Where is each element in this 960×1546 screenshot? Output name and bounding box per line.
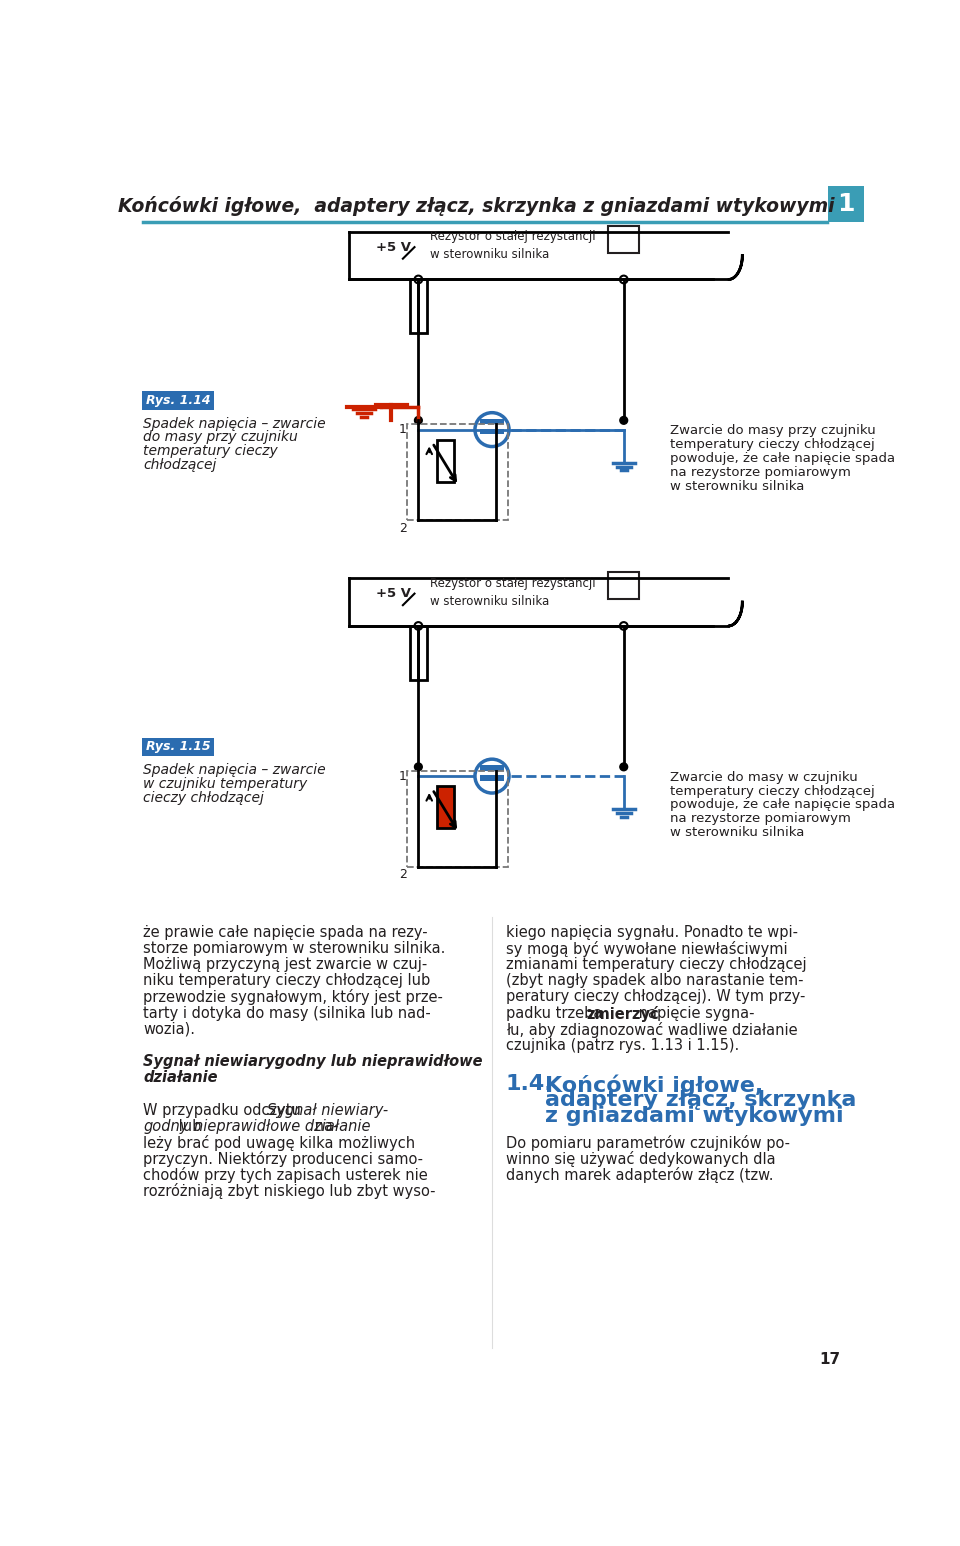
Text: winno się używać dedykowanych dla: winno się używać dedykowanych dla [506, 1152, 776, 1167]
Text: Możliwą przyczyną jest zwarcie w czuj-: Możliwą przyczyną jest zwarcie w czuj- [143, 957, 427, 972]
Text: peratury cieczy chłodzącej). W tym przy-: peratury cieczy chłodzącej). W tym przy- [506, 989, 805, 1005]
Bar [828, 186, 864, 223]
Text: przewodzie sygnałowym, który jest prze-: przewodzie sygnałowym, który jest prze- [143, 989, 444, 1005]
Text: Sygnał niewiary-: Sygnał niewiary- [267, 1102, 389, 1118]
Text: powoduje, że całe napięcie spada: powoduje, że całe napięcie spada [670, 798, 896, 812]
Bar [480, 776, 504, 781]
Text: leży brać pod uwagę kilka możliwych: leży brać pod uwagę kilka możliwych [143, 1135, 416, 1150]
Text: +5 V: +5 V [375, 587, 411, 600]
Circle shape [415, 621, 422, 629]
Bar [609, 572, 639, 598]
Text: w sterowniku silnika: w sterowniku silnika [670, 826, 804, 839]
Text: 17: 17 [820, 1353, 841, 1367]
Circle shape [415, 275, 422, 283]
Bar [480, 428, 504, 434]
Bar [480, 765, 504, 771]
Text: danych marek adapterów złącz (tzw.: danych marek adapterów złącz (tzw. [506, 1167, 774, 1183]
Circle shape [415, 416, 422, 424]
Circle shape [620, 416, 628, 424]
Text: adaptery złącz, skrzynka: adaptery złącz, skrzynka [544, 1090, 856, 1110]
Text: lub: lub [175, 1119, 206, 1133]
Text: temperatury cieczy chłodzącej: temperatury cieczy chłodzącej [670, 438, 875, 451]
Bar [407, 771, 508, 867]
Text: tarty i dotyka do masy (silnika lub nad-: tarty i dotyka do masy (silnika lub nad- [143, 1005, 431, 1020]
Text: przyczyn. Niektórzy producenci samo-: przyczyn. Niektórzy producenci samo- [143, 1152, 423, 1167]
Text: (zbyt nagły spadek albo narastanie tem-: (zbyt nagły spadek albo narastanie tem- [506, 974, 804, 988]
Text: Rezystor o stałej rezystancji
w sterowniku silnika: Rezystor o stałej rezystancji w sterowni… [430, 577, 595, 608]
Text: +5 V: +5 V [375, 241, 411, 254]
Text: na rezystorze pomiarowym: na rezystorze pomiarowym [670, 465, 852, 479]
Text: kiego napięcia sygnału. Ponadto te wpi-: kiego napięcia sygnału. Ponadto te wpi- [506, 925, 798, 940]
Bar [410, 280, 427, 334]
Text: rozróżniają zbyt niskiego lub zbyt wyso-: rozróżniają zbyt niskiego lub zbyt wyso- [143, 1183, 436, 1200]
Text: Rezystor o stałej rezystancji
w sterowniku silnika: Rezystor o stałej rezystancji w sterowni… [430, 230, 595, 261]
Text: Spadek napięcia – zwarcie: Spadek napięcia – zwarcie [143, 764, 325, 778]
Text: Do pomiaru parametrów czujników po-: Do pomiaru parametrów czujników po- [506, 1135, 790, 1150]
Text: zmianami temperatury cieczy chłodzącej: zmianami temperatury cieczy chłodzącej [506, 957, 806, 972]
Text: 2: 2 [398, 869, 407, 881]
Text: 1: 1 [398, 770, 407, 782]
FancyBboxPatch shape [142, 737, 214, 756]
Text: niku temperatury cieczy chłodzącej lub: niku temperatury cieczy chłodzącej lub [143, 974, 430, 988]
Text: że prawie całe napięcie spada na rezy-: że prawie całe napięcie spada na rezy- [143, 925, 428, 940]
Text: wozia).: wozia). [143, 1022, 195, 1037]
Text: na rezystorze pomiarowym: na rezystorze pomiarowym [670, 812, 852, 826]
Text: chłodzącej: chłodzącej [143, 458, 217, 472]
Text: Spadek napięcia – zwarcie: Spadek napięcia – zwarcie [143, 416, 325, 430]
Text: chodów przy tych zapisach usterek nie: chodów przy tych zapisach usterek nie [143, 1167, 428, 1183]
Text: powoduje, że całe napięcie spada: powoduje, że całe napięcie spada [670, 451, 896, 465]
Text: godny: godny [143, 1119, 188, 1133]
Bar [410, 626, 427, 680]
Text: W przypadku odczytu: W przypadku odczytu [143, 1102, 305, 1118]
FancyBboxPatch shape [142, 391, 214, 410]
Text: padku trzeba: padku trzeba [506, 1005, 607, 1020]
Circle shape [620, 275, 628, 283]
Text: storze pomiarowym w sterowniku silnika.: storze pomiarowym w sterowniku silnika. [143, 942, 445, 955]
Text: 1: 1 [398, 424, 407, 436]
Text: Sygnał niewiarygodny lub nieprawidłowe: Sygnał niewiarygodny lub nieprawidłowe [143, 1054, 483, 1070]
Bar [609, 226, 639, 252]
Text: sy mogą być wywołane niewłaściwymi: sy mogą być wywołane niewłaściwymi [506, 942, 787, 957]
Text: łu, aby zdiagnozować wadliwe działanie: łu, aby zdiagnozować wadliwe działanie [506, 1022, 798, 1037]
Bar [407, 424, 508, 521]
Text: 1.4.: 1.4. [506, 1074, 554, 1095]
Text: czujnika (patrz rys. 1.13 i 1.15).: czujnika (patrz rys. 1.13 i 1.15). [506, 1037, 739, 1053]
Circle shape [620, 764, 628, 771]
Text: Zwarcie do masy przy czujniku: Zwarcie do masy przy czujniku [670, 424, 876, 438]
Text: w sterowniku silnika: w sterowniku silnika [670, 479, 804, 493]
Circle shape [475, 759, 509, 793]
Text: napięcie sygna-: napięcie sygna- [634, 1005, 755, 1020]
Circle shape [415, 764, 422, 771]
Text: Końcówki igłowe,  adaptery złącz, skrzynka z gniazdami wtykowymi: Końcówki igłowe, adaptery złącz, skrzynk… [118, 195, 835, 215]
Bar [437, 439, 454, 482]
Circle shape [475, 413, 509, 447]
Text: Rys. 1.15: Rys. 1.15 [146, 741, 210, 753]
Text: na-: na- [310, 1119, 338, 1133]
Text: z gniazdami wtykowymi: z gniazdami wtykowymi [544, 1107, 843, 1127]
Text: do masy przy czujniku: do masy przy czujniku [143, 430, 298, 444]
Text: nieprawidłowe działanie: nieprawidłowe działanie [194, 1119, 371, 1133]
Text: Końcówki igłowe,: Końcówki igłowe, [544, 1074, 763, 1096]
Text: zmierzyć: zmierzyć [587, 1005, 660, 1022]
Text: temperatury cieczy: temperatury cieczy [143, 444, 278, 458]
Text: Rys. 1.14: Rys. 1.14 [146, 394, 210, 407]
Text: cieczy chłodzącej: cieczy chłodzącej [143, 790, 264, 805]
Text: w czujniku temperatury: w czujniku temperatury [143, 778, 307, 792]
Text: temperatury cieczy chłodzącej: temperatury cieczy chłodzącej [670, 784, 875, 798]
Text: Zwarcie do masy w czujniku: Zwarcie do masy w czujniku [670, 771, 858, 784]
Text: działanie: działanie [143, 1070, 218, 1085]
Bar [480, 419, 504, 424]
Text: 2: 2 [398, 521, 407, 535]
Text: 1: 1 [837, 192, 855, 216]
Circle shape [620, 621, 628, 629]
Bar [437, 785, 454, 829]
